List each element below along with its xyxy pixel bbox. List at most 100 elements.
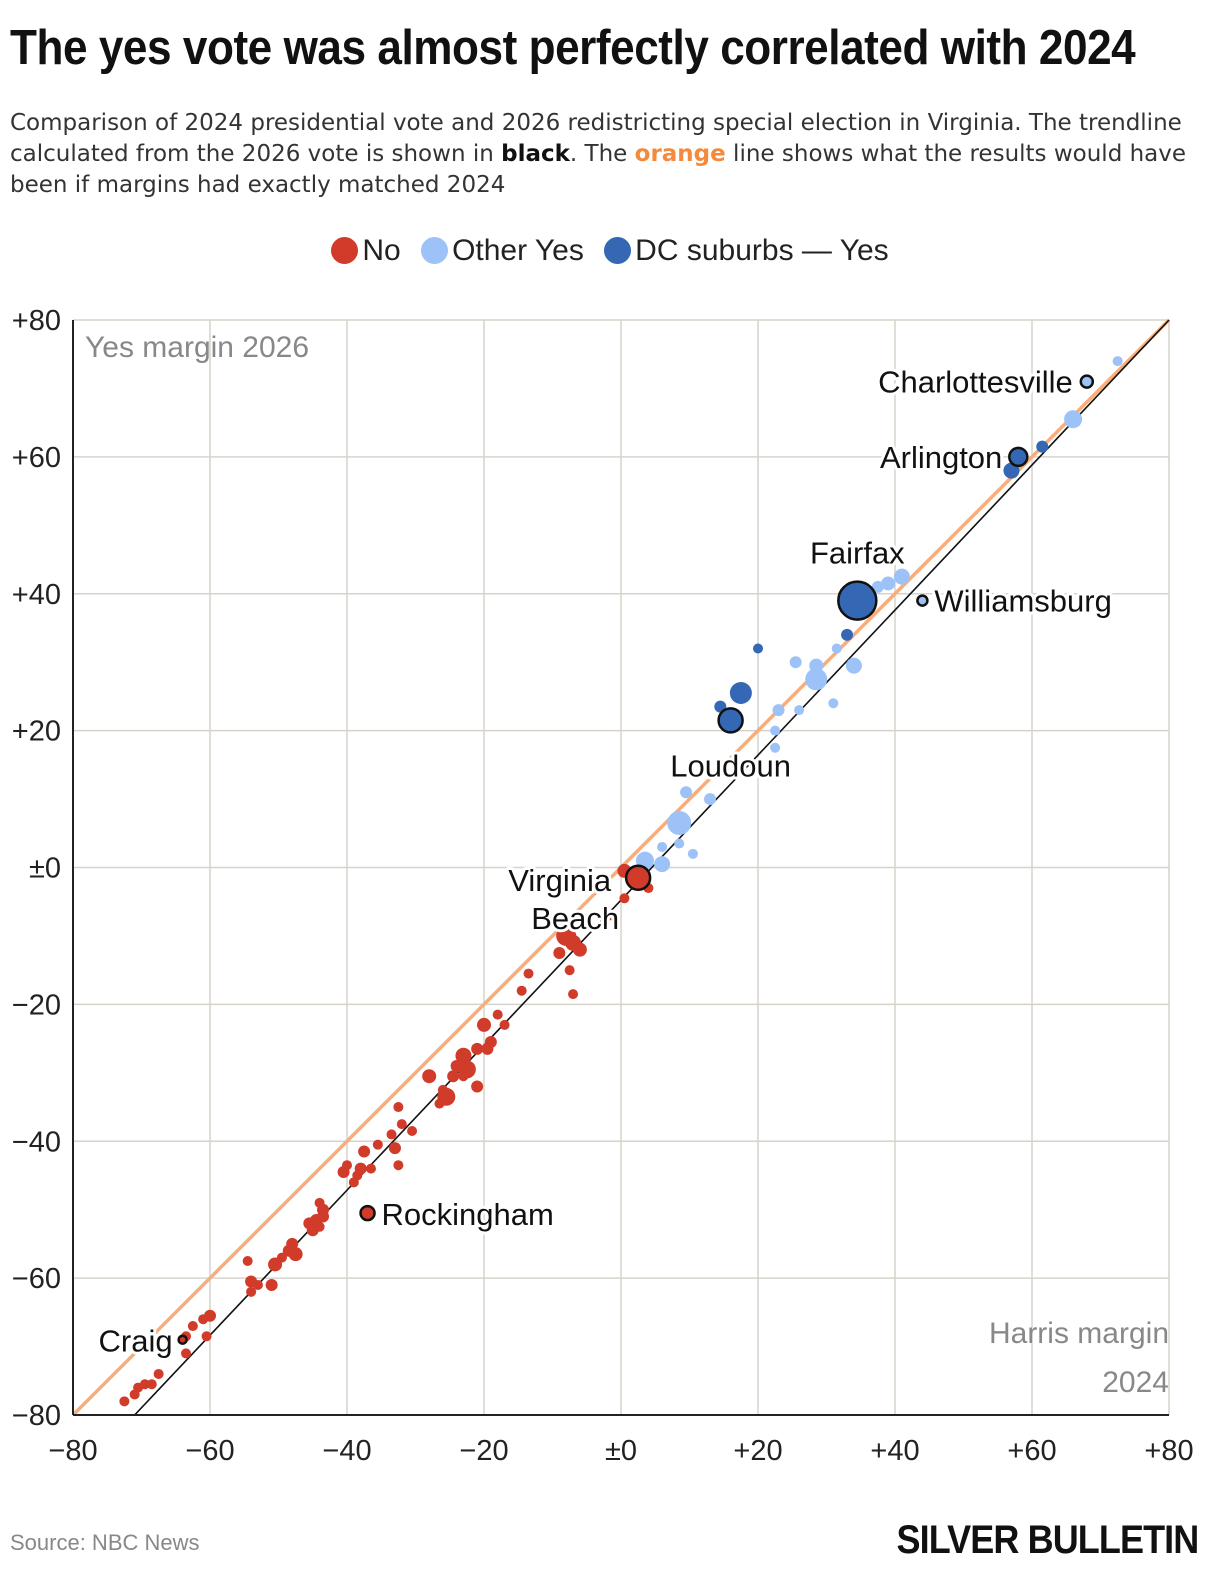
data-point-no	[187, 1321, 198, 1332]
y-tick-label: ±0	[29, 853, 61, 885]
data-point-no	[407, 1125, 418, 1136]
data-point-no	[477, 1017, 491, 1032]
data-point-other-yes	[789, 656, 802, 669]
data-point-arlington	[1008, 446, 1029, 468]
data-point-no	[388, 1142, 401, 1155]
data-point-other-yes	[667, 811, 692, 836]
data-point-no	[434, 1098, 445, 1109]
x-tick-label: −60	[185, 1435, 234, 1467]
data-point-rockingham	[359, 1204, 376, 1222]
data-point-no	[492, 1009, 503, 1020]
y-tick-label: −60	[12, 1263, 61, 1295]
x-axis-title-line1: Harris margin	[989, 1317, 1169, 1350]
data-point-other-yes	[704, 793, 717, 806]
data-point-no	[153, 1368, 164, 1379]
x-tick-label: −80	[48, 1435, 97, 1467]
legend-item-other-yes: Other Yes	[421, 234, 584, 268]
x-tick-label: +80	[1144, 1435, 1193, 1467]
data-point-williamsburg	[916, 594, 929, 607]
x-tick-label: +20	[733, 1435, 782, 1467]
data-point-no	[619, 893, 630, 904]
data-point-other-yes	[657, 841, 668, 852]
data-point-no	[396, 1119, 407, 1130]
data-point-no	[393, 1160, 404, 1171]
point-label-loudoun: Loudoun	[670, 748, 791, 783]
data-point-dc	[753, 643, 763, 654]
chart-axes: −80 −60 −40 −20 ±0 +20 +40 +60 +80 +80 +60 +40 +20 ±0…	[12, 305, 1194, 1467]
data-point-no	[386, 1129, 397, 1140]
data-point-no	[198, 1314, 209, 1325]
y-tick-label: −20	[12, 989, 61, 1021]
brand-logo: SILVER BULLETIN	[896, 1518, 1199, 1562]
y-tick-label: −80	[12, 1400, 61, 1432]
data-point-no	[348, 1177, 359, 1188]
data-point-other-yes	[881, 576, 896, 591]
point-label-virginia-beach: Virginia	[508, 863, 612, 898]
data-point-no	[242, 1256, 253, 1267]
data-point-no	[372, 1139, 383, 1150]
data-point-other-yes	[805, 668, 828, 691]
data-point-craig	[177, 1334, 188, 1345]
data-point-no	[568, 989, 579, 1000]
legend-item-dc-suburbs: DC suburbs — Yes	[604, 234, 889, 268]
y-tick-label: −40	[12, 1126, 61, 1158]
data-point-no	[471, 1042, 484, 1055]
data-point-dc	[841, 628, 854, 641]
point-label-charlottesville: Charlottesville	[878, 365, 1073, 400]
data-point-other-yes	[680, 786, 693, 799]
y-tick-label: +40	[12, 579, 61, 611]
x-tick-label: ±0	[605, 1435, 637, 1467]
data-point-no	[499, 1019, 510, 1030]
data-point-no	[455, 1047, 472, 1064]
point-label-arlington: Arlington	[880, 440, 1002, 475]
data-point-other-yes	[871, 580, 884, 593]
data-point-no	[447, 1070, 460, 1083]
legend-dot-other-yes	[421, 237, 449, 265]
y-tick-label: +20	[12, 716, 61, 748]
y-tick-label: +60	[12, 442, 61, 474]
data-point-no	[146, 1379, 157, 1390]
point-labels: Charlottesville Arlington Fairfax Williamsb…	[96, 362, 1115, 1362]
data-point-no	[358, 1145, 371, 1158]
data-point-other-yes	[770, 725, 781, 736]
data-point-no	[572, 942, 587, 957]
x-axis-title-line2: 2024	[1102, 1366, 1169, 1399]
data-point-no	[516, 985, 527, 996]
data-point-no	[481, 1042, 494, 1055]
data-point-other-yes	[687, 848, 698, 859]
data-point-other-yes	[831, 643, 842, 654]
y-tick-label: +80	[12, 305, 61, 337]
data-point-no	[422, 1069, 437, 1084]
point-label-virginia-beach: Beach	[531, 901, 619, 936]
data-point-no	[458, 1071, 469, 1082]
data-point-no	[181, 1348, 192, 1359]
data-point-other-yes	[654, 856, 671, 873]
data-point-no	[119, 1396, 130, 1407]
data-point-dc	[1036, 440, 1049, 453]
x-tick-label: −40	[322, 1435, 371, 1467]
data-point-no	[201, 1331, 212, 1342]
data-point-other-yes	[772, 704, 785, 717]
subtitle-part1: Comparison of 2024 presidential vote and…	[10, 110, 1182, 167]
legend-item-no: No	[331, 234, 401, 268]
legend-label-other-yes: Other Yes	[452, 234, 584, 268]
data-point-no	[314, 1221, 325, 1232]
subtitle-black-word: black	[501, 141, 570, 167]
data-point-no	[252, 1279, 263, 1290]
point-label-williamsburg: Williamsburg	[934, 584, 1111, 619]
data-point-charlottesville	[1079, 374, 1095, 389]
data-point-other-yes	[1064, 410, 1083, 429]
data-points	[119, 356, 1123, 1407]
trend-line	[134, 319, 1170, 1416]
data-point-no	[129, 1389, 140, 1400]
data-point-other-yes	[828, 698, 839, 709]
x-tick-label: +40	[870, 1435, 919, 1467]
legend-label-no: No	[362, 234, 401, 268]
data-point-no	[365, 1163, 376, 1174]
x-tick-label: +60	[1007, 1435, 1056, 1467]
subtitle-part3: line shows what the results would have b…	[10, 141, 1187, 198]
data-point-other-yes	[794, 705, 805, 716]
data-point-no	[337, 1166, 350, 1179]
data-point-fairfax	[837, 580, 878, 621]
